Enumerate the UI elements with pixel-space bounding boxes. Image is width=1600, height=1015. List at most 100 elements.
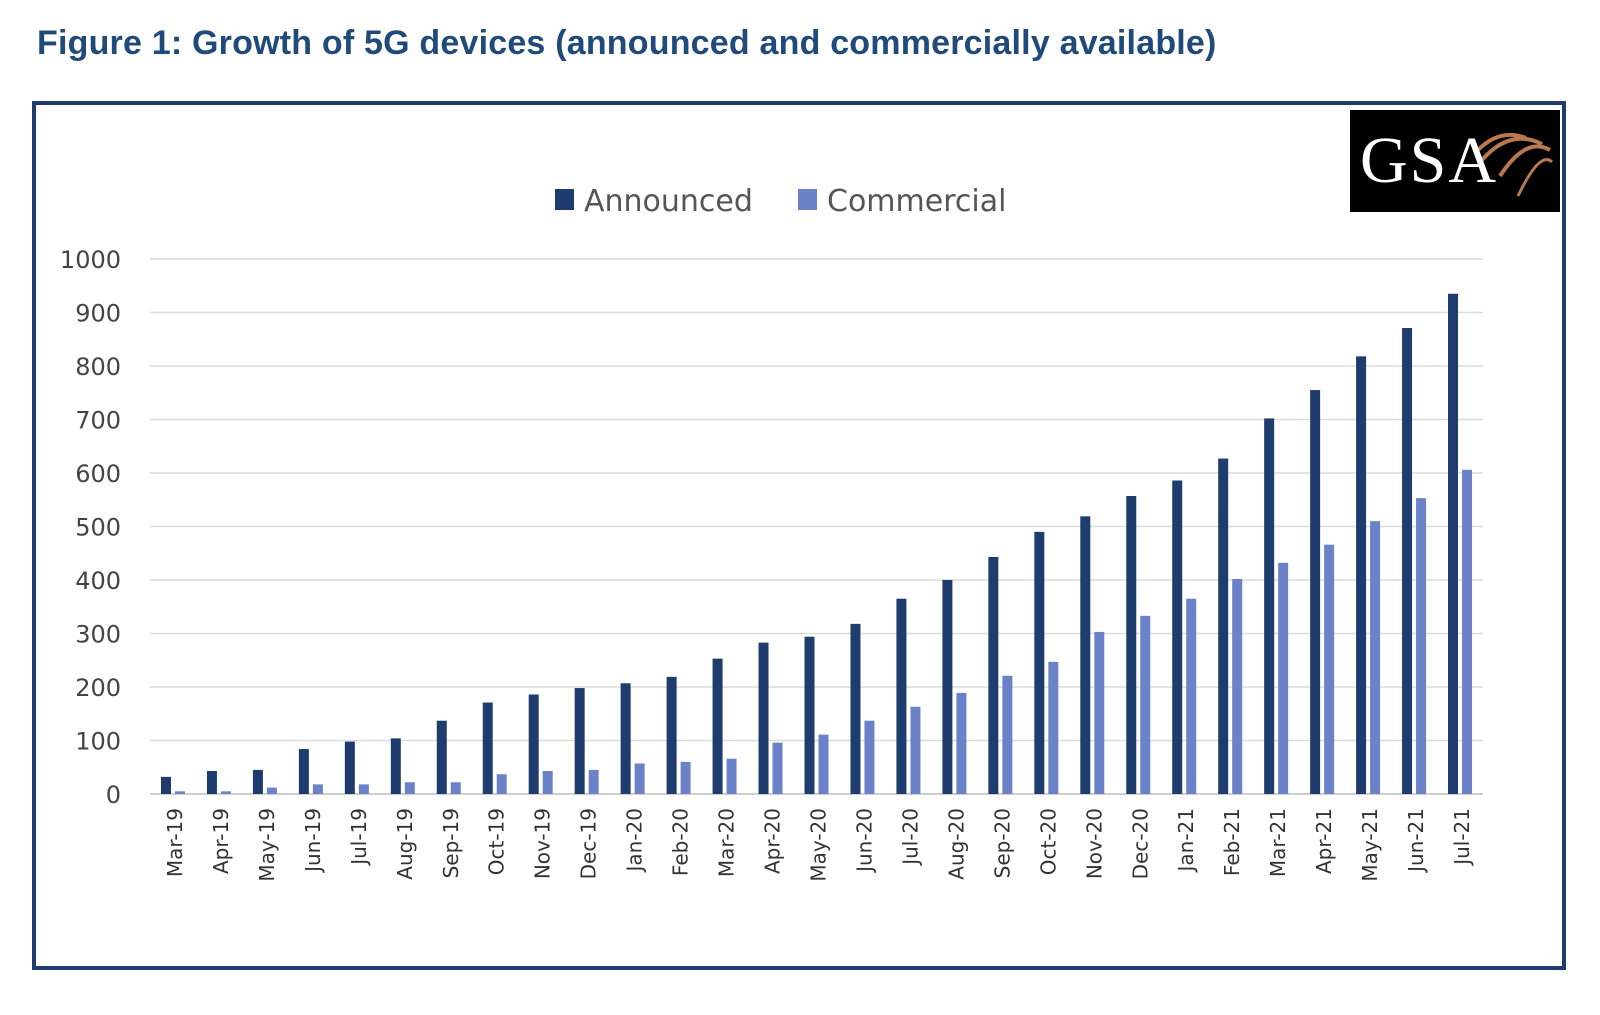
announced-bar [298,749,309,794]
x-tick-label: Oct-19 [485,808,509,875]
logo-text: GSA [1360,124,1499,197]
x-tick-label: Feb-21 [1220,808,1244,876]
commercial-bar [1416,498,1427,794]
commercial-bar [1324,544,1335,794]
legend-swatch-announced [555,189,574,210]
x-tick-label: Dec-19 [577,808,601,879]
commercial-bar [634,763,645,794]
x-tick-label: Jun-19 [301,808,325,874]
x-tick-label: Mar-19 [163,808,187,877]
y-tick-label: 100 [75,728,121,756]
commercial-bar [772,742,783,794]
x-tick-label: Jul-19 [347,808,371,867]
x-tick-label: Aug-19 [393,808,417,880]
commercial-bar [1232,578,1243,794]
commercial-bar [1462,469,1473,794]
y-tick-label: 400 [75,567,121,595]
x-tick-label: Apr-19 [209,808,233,874]
commercial-bar [680,761,691,794]
x-tick-label: Jul-21 [1450,808,1474,867]
x-tick-label: Jul-20 [898,808,922,867]
y-tick-label: 800 [75,353,121,381]
announced-bar [804,636,815,794]
announced-bar [1034,531,1045,794]
x-tick-label: Jan-21 [1174,808,1198,874]
x-tick-label: Apr-21 [1312,808,1336,874]
commercial-bar [818,734,829,794]
commercial-bar [1140,615,1151,794]
signal-arcs-icon [1476,133,1554,197]
y-tick-label: 0 [106,781,121,809]
x-tick-label: Mar-21 [1266,808,1290,877]
announced-bar [482,702,493,794]
commercial-bar [312,784,323,794]
commercial-bar [1094,631,1105,794]
announced-bar [1448,293,1459,794]
x-tick-label: Jun-20 [852,808,876,874]
announced-bar [896,598,907,794]
announced-bar [252,769,263,794]
announced-bar [1080,516,1091,794]
commercial-bar [542,770,553,794]
announced-bar [160,776,171,794]
announced-bar [436,720,447,794]
x-tick-label: Nov-19 [531,808,555,879]
x-tick-label: Nov-20 [1082,808,1106,879]
announced-bar [758,642,769,794]
commercial-bar [864,720,875,794]
y-tick-label: 200 [75,674,121,702]
commercial-bar [358,784,369,794]
x-tick-label: Jan-20 [623,808,647,874]
x-tick-label: Jun-21 [1404,808,1428,874]
chart-frame [32,101,1566,970]
x-tick-label: Sep-20 [990,808,1014,878]
commercial-bar [174,791,185,794]
y-tick-label: 1000 [60,246,121,274]
x-tick-label: Apr-20 [761,808,785,874]
x-tick-label: May-19 [255,808,279,882]
y-tick-label: 500 [75,514,121,542]
announced-bar [1356,356,1367,794]
legend-label-commercial: Commercial [827,184,1006,219]
announced-bar [574,688,585,794]
announced-bar [1172,480,1183,794]
commercial-bar [496,774,507,794]
commercial-bar [1370,521,1381,794]
commercial-bar [1048,661,1059,794]
announced-bar [528,694,539,794]
commercial-bar [1002,675,1013,794]
commercial-bar [956,692,967,794]
announced-bar [1402,328,1413,794]
y-tick-label: 700 [75,407,121,435]
x-tick-label: Sep-19 [439,808,463,878]
announced-bar [1264,418,1275,794]
commercial-bar [220,791,231,794]
commercial-bar [1186,598,1197,794]
figure-title: Figure 1: Growth of 5G devices (announce… [37,24,1217,62]
announced-bar [1310,390,1321,794]
x-tick-label: Oct-20 [1036,808,1060,875]
commercial-bar [588,769,599,794]
x-tick-label: Aug-20 [944,808,968,880]
commercial-bar [266,787,277,794]
announced-bar [666,676,677,794]
commercial-bar [1278,562,1289,794]
legend-label-announced: Announced [584,184,753,219]
commercial-bar [726,758,737,794]
commercial-bar [404,782,415,794]
y-tick-label: 900 [75,300,121,328]
commercial-bar [910,706,921,794]
x-tick-label: Feb-20 [669,808,693,876]
y-tick-label: 300 [75,621,121,649]
announced-bar [988,556,999,794]
announced-bar [620,683,631,794]
announced-bar [344,741,355,794]
x-tick-label: May-20 [807,808,831,882]
commercial-bar [450,782,461,794]
x-tick-label: May-21 [1358,808,1382,882]
announced-bar [390,738,401,794]
legend-swatch-commercial [798,189,817,210]
announced-bar [712,658,723,794]
x-tick-label: Dec-20 [1128,808,1152,879]
